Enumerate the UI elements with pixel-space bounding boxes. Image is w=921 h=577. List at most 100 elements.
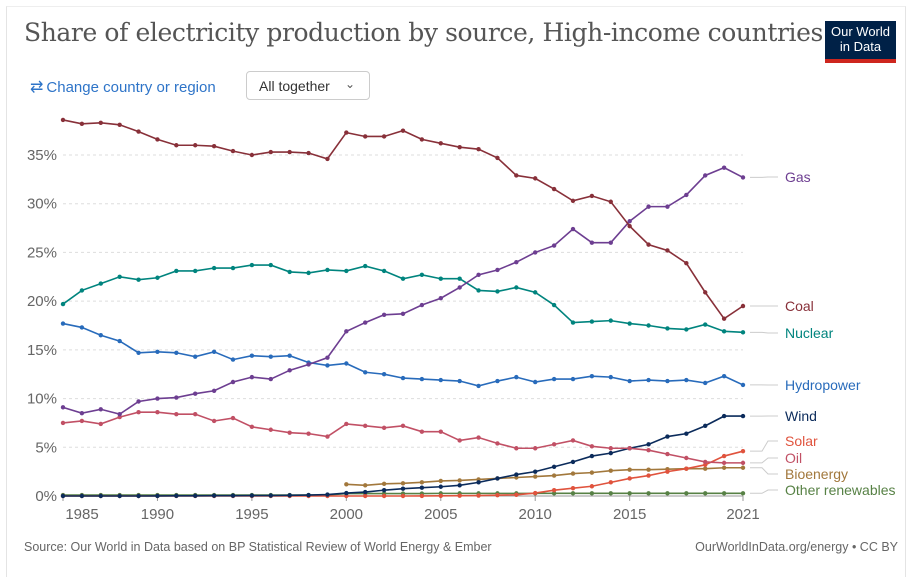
data-point (646, 442, 650, 446)
data-point (117, 494, 121, 498)
data-point (552, 465, 556, 469)
data-point (439, 141, 443, 145)
data-point (590, 491, 594, 495)
data-point (269, 150, 273, 154)
data-point (306, 493, 310, 497)
series-line-bioenergy (346, 468, 743, 486)
data-point (533, 176, 537, 180)
data-point (344, 422, 348, 426)
data-point (155, 276, 159, 280)
data-point (382, 372, 386, 376)
data-point (609, 446, 613, 450)
data-point (363, 483, 367, 487)
data-point (609, 480, 613, 484)
data-point (684, 491, 688, 495)
data-point (741, 175, 745, 179)
data-point (590, 470, 594, 474)
series-line-nuclear (63, 265, 743, 332)
data-point (495, 493, 499, 497)
data-point (552, 377, 556, 381)
data-point (552, 303, 556, 307)
data-point (363, 490, 367, 494)
data-point (533, 474, 537, 478)
data-point (627, 224, 631, 228)
series-label: Solar (785, 433, 818, 449)
data-point (476, 493, 480, 497)
data-point (363, 370, 367, 374)
data-point (401, 494, 405, 498)
label-connector (750, 490, 778, 493)
data-point (590, 374, 594, 378)
data-point (382, 494, 386, 498)
data-point (646, 204, 650, 208)
data-point (533, 491, 537, 495)
data-point (439, 277, 443, 281)
data-point (703, 322, 707, 326)
data-point (269, 263, 273, 267)
data-point (703, 173, 707, 177)
data-point (325, 355, 329, 359)
data-point (590, 484, 594, 488)
data-point (665, 469, 669, 473)
data-point (269, 354, 273, 358)
data-point (420, 377, 424, 381)
data-point (495, 268, 499, 272)
data-point (80, 122, 84, 126)
data-point (552, 473, 556, 477)
series-line-oil (63, 412, 743, 463)
data-point (457, 494, 461, 498)
license-link[interactable]: OurWorldInData.org/energy • CC BY (695, 540, 898, 554)
data-point (193, 269, 197, 273)
data-point (571, 471, 575, 475)
data-point (495, 379, 499, 383)
data-point (684, 261, 688, 265)
data-point (609, 375, 613, 379)
data-point (287, 493, 291, 497)
data-point (703, 424, 707, 428)
data-point (99, 407, 103, 411)
data-point (439, 296, 443, 300)
data-point (722, 165, 726, 169)
data-point (287, 430, 291, 434)
series-label: Gas (785, 169, 811, 185)
data-point (363, 134, 367, 138)
data-point (99, 494, 103, 498)
data-point (401, 312, 405, 316)
data-point (514, 173, 518, 177)
data-point (212, 266, 216, 270)
data-point (722, 374, 726, 378)
data-point (117, 339, 121, 343)
data-point (344, 130, 348, 134)
data-point (306, 271, 310, 275)
data-point (250, 263, 254, 267)
series-line-coal (63, 120, 743, 319)
data-point (363, 264, 367, 268)
data-point (627, 379, 631, 383)
data-point (741, 330, 745, 334)
data-point (401, 376, 405, 380)
data-point (722, 316, 726, 320)
data-point (287, 368, 291, 372)
data-point (80, 288, 84, 292)
source-note: Source: Our World in Data based on BP St… (24, 540, 492, 554)
data-point (439, 479, 443, 483)
data-point (420, 486, 424, 490)
x-tick-label: 2015 (613, 506, 646, 523)
data-point (665, 379, 669, 383)
data-point (174, 269, 178, 273)
data-point (231, 266, 235, 270)
data-point (382, 313, 386, 317)
y-tick-label: 10% (27, 391, 57, 408)
y-tick-label: 35% (27, 147, 57, 164)
data-point (533, 290, 537, 294)
data-point (533, 380, 537, 384)
data-point (344, 269, 348, 273)
data-point (627, 491, 631, 495)
data-point (136, 351, 140, 355)
data-point (61, 494, 65, 498)
data-point (401, 486, 405, 490)
data-point (420, 273, 424, 277)
x-tick-label: 1985 (65, 506, 98, 523)
data-point (420, 303, 424, 307)
data-point (61, 321, 65, 325)
